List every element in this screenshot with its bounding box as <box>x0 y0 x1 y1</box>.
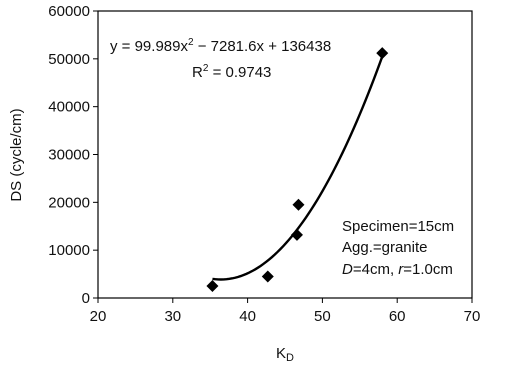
x-tick-label: 60 <box>389 308 406 325</box>
x-axis-ticks: 20 30 40 50 60 70 <box>90 298 481 325</box>
plot-area <box>97 10 473 299</box>
y-tick-label: 40000 <box>48 99 90 116</box>
data-point <box>376 47 389 60</box>
d-value: =4cm, <box>353 261 398 278</box>
data-point <box>290 228 303 241</box>
dimension-note: D=4cm, r=1.0cm <box>342 261 453 278</box>
data-point <box>261 270 274 283</box>
equation-suffix: − 7281.6x + 136438 <box>194 38 332 55</box>
trendline-equation: y = 99.989x2 − 7281.6x + 136438 <box>110 37 331 55</box>
r2-prefix: R <box>192 64 203 81</box>
y-tick-label: 30000 <box>48 147 90 164</box>
y-axis-ticks: 0 10000 20000 30000 40000 50000 60000 <box>48 3 98 307</box>
d-label: D <box>342 261 353 278</box>
r2-superscript: 2 <box>203 63 209 74</box>
aggregate-note: Agg.=granite <box>342 239 427 256</box>
data-points <box>206 47 389 293</box>
x-axis-title-main: K <box>276 345 286 362</box>
y-tick-label: 0 <box>82 290 90 307</box>
r-label: r <box>398 261 404 278</box>
x-tick-label: 40 <box>239 308 256 325</box>
x-tick-label: 50 <box>314 308 331 325</box>
data-point <box>292 198 305 211</box>
y-axis-title: DS (cycle/cm) <box>8 108 25 201</box>
x-axis-title: KD <box>276 345 294 364</box>
x-tick-label: 30 <box>164 308 181 325</box>
equation-superscript: 2 <box>188 37 194 48</box>
equation-prefix: y = 99.989x <box>110 38 188 55</box>
x-tick-label: 20 <box>90 308 107 325</box>
r2-suffix: = 0.9743 <box>208 64 271 81</box>
x-tick-label: 70 <box>464 308 481 325</box>
y-tick-label: 10000 <box>48 242 90 259</box>
y-tick-label: 20000 <box>48 194 90 211</box>
data-point <box>206 280 219 293</box>
specimen-note: Specimen=15cm <box>342 218 454 235</box>
r-squared: R2 = 0.9743 <box>192 63 271 81</box>
y-tick-label: 60000 <box>48 3 90 20</box>
y-tick-label: 50000 <box>48 51 90 68</box>
r-value: =1.0cm <box>403 261 453 278</box>
x-axis-title-subscript: D <box>286 352 294 364</box>
